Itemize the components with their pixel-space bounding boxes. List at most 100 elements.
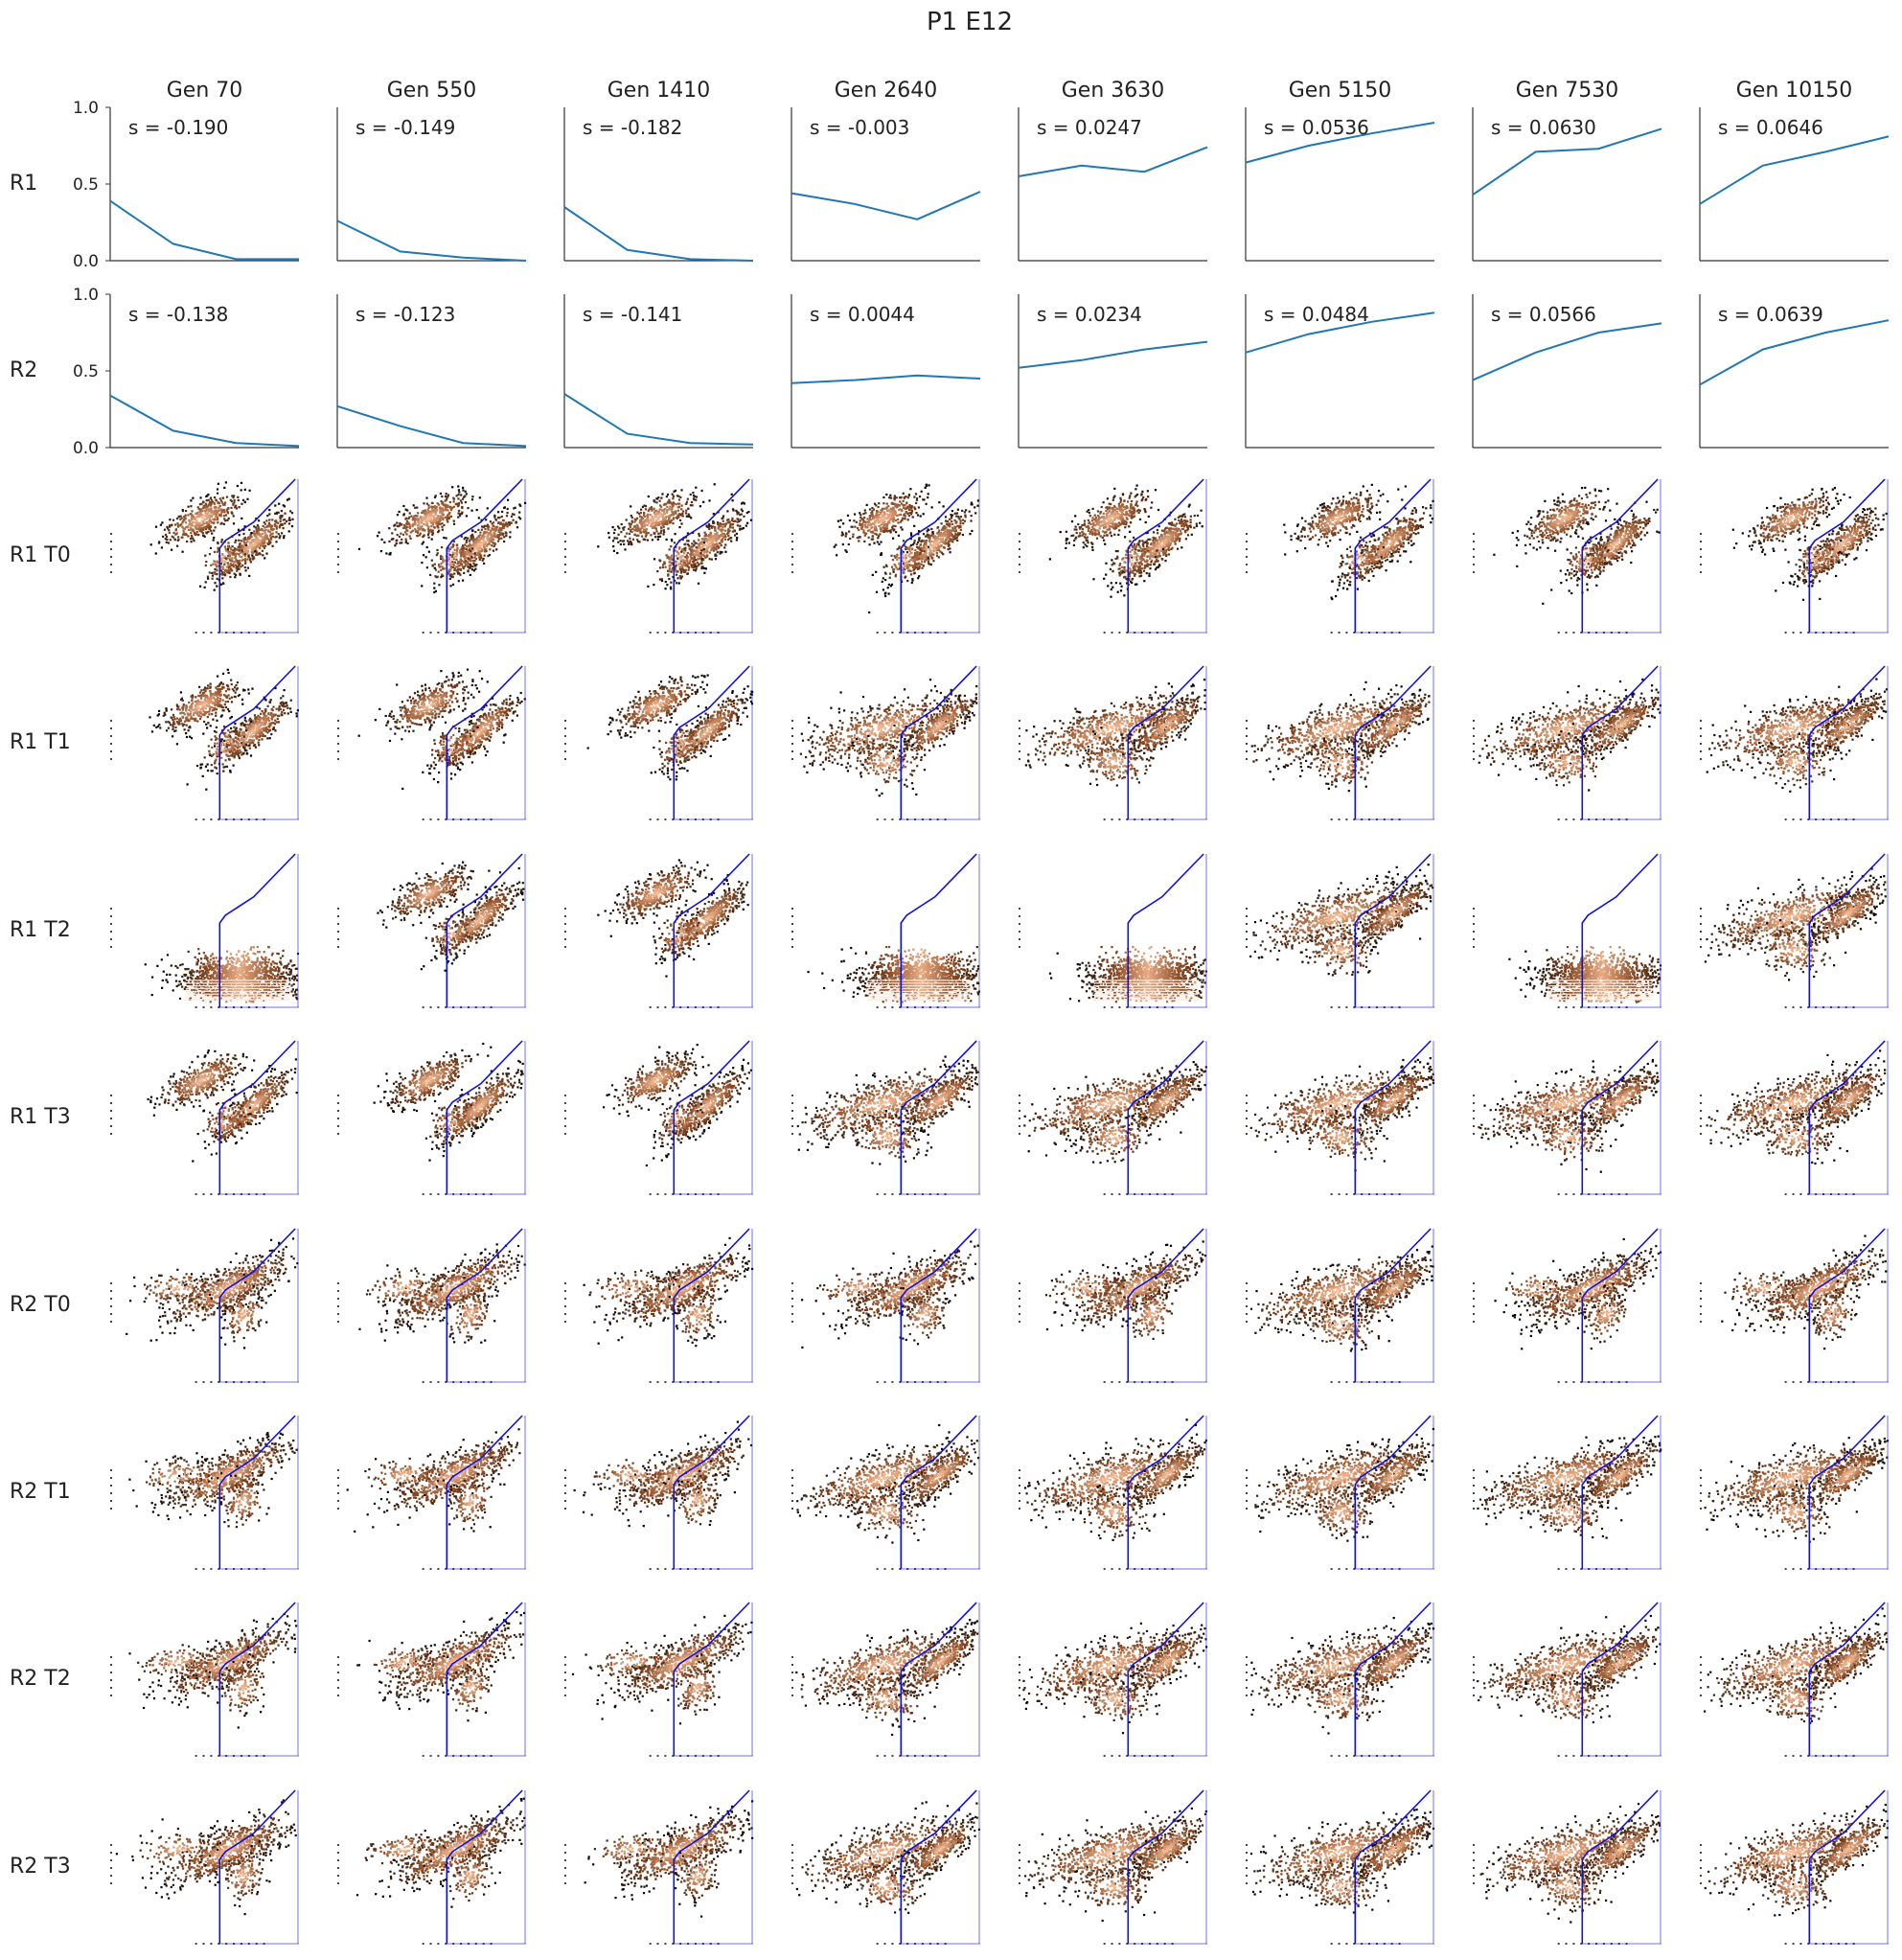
y-tick-label: 0.0 <box>73 252 99 271</box>
density-cell <box>214 496 216 498</box>
row-label: R2 T0 <box>10 1293 71 1317</box>
density-cell <box>155 552 157 554</box>
line-panel: s = 0.0044 <box>791 294 980 448</box>
density-cell <box>192 538 194 540</box>
series-line <box>791 376 980 383</box>
line-panel: s = -0.123 <box>337 294 526 448</box>
density-cell <box>203 506 205 508</box>
density-cell <box>245 569 247 571</box>
density-cell <box>187 514 189 516</box>
series-line <box>110 396 299 447</box>
line-panel: s = -0.182 <box>564 107 753 261</box>
density-cell <box>207 494 209 496</box>
density-cell <box>181 521 183 523</box>
row-label: R1 T1 <box>10 730 71 754</box>
density-cell <box>168 529 170 531</box>
density-cell <box>188 506 190 508</box>
density-cell <box>174 523 176 525</box>
density-cell <box>170 539 172 541</box>
density-cell <box>291 512 293 514</box>
density-cell <box>183 532 185 534</box>
density-cell <box>201 531 203 533</box>
density-cell <box>262 550 264 552</box>
density-cell <box>241 489 242 491</box>
density-cell <box>237 485 239 487</box>
line-panel: s = 0.0630 <box>1473 107 1661 261</box>
density-cell <box>172 519 174 521</box>
density-cell <box>258 519 260 521</box>
density-cell <box>179 519 181 520</box>
density-cell <box>199 525 201 527</box>
density-cell <box>244 501 246 503</box>
row-label: R2 <box>10 358 37 382</box>
density-cell <box>206 532 208 534</box>
density-cell <box>208 516 210 518</box>
density-cell <box>239 506 241 508</box>
density-cell <box>238 499 240 501</box>
density-cell <box>189 520 191 522</box>
density-cell <box>223 511 225 513</box>
density-cell <box>214 568 216 570</box>
density-cell <box>150 543 152 545</box>
density-cell <box>176 545 178 547</box>
density-cell <box>185 533 187 535</box>
density-cell <box>205 522 207 524</box>
density-cell <box>169 519 171 520</box>
density-cell <box>161 546 163 548</box>
column-header: Gen 1410 <box>607 79 711 103</box>
line-panel: 0.00.51.0s = -0.190 <box>73 99 299 271</box>
density-cell <box>220 499 222 501</box>
density-cell <box>177 540 179 542</box>
density-cell <box>226 496 228 498</box>
line-panel: s = 0.0247 <box>1019 107 1207 261</box>
density-cell <box>155 526 157 528</box>
density-cell <box>235 505 237 507</box>
density-cell <box>221 501 223 503</box>
density-cell <box>211 572 213 574</box>
density-cell <box>223 515 225 517</box>
density-cell <box>176 518 178 519</box>
density-cell <box>172 537 174 539</box>
density-cell <box>286 499 288 501</box>
density-cell <box>181 537 183 539</box>
density-cell <box>211 503 213 505</box>
density-cell <box>166 542 168 543</box>
density-cell <box>208 499 210 501</box>
s-value-label: s = -0.190 <box>128 116 228 139</box>
density-cell <box>244 566 246 568</box>
density-cell <box>162 536 164 538</box>
density-cell <box>169 524 171 526</box>
line-panel: s = 0.0566 <box>1473 294 1661 448</box>
density-cell <box>241 540 242 542</box>
density-cell <box>202 521 204 523</box>
density-panel <box>110 479 299 634</box>
density-cell <box>184 528 186 530</box>
s-value-label: s = -0.182 <box>583 116 682 139</box>
density-cell <box>234 573 236 575</box>
column-header: Gen 7530 <box>1516 79 1619 103</box>
density-cell <box>186 541 188 542</box>
s-value-label: s = 0.0234 <box>1037 303 1142 326</box>
density-cell <box>204 526 206 528</box>
row-label: R1 T0 <box>10 543 71 567</box>
density-cell <box>279 525 281 527</box>
density-cell <box>216 514 218 516</box>
density-cell <box>177 524 179 526</box>
density-cell <box>276 528 278 530</box>
density-cell <box>236 507 238 509</box>
density-cell <box>199 496 201 498</box>
density-cell <box>286 520 287 522</box>
column-header: Gen 5150 <box>1289 79 1392 103</box>
density-cell <box>272 545 274 547</box>
row-label: R2 T3 <box>10 1855 71 1879</box>
density-cell <box>213 519 215 520</box>
density-cell <box>185 521 187 523</box>
density-cell <box>214 503 216 505</box>
density-cell <box>265 553 267 555</box>
density-cell <box>198 508 200 510</box>
density-cell <box>182 551 184 553</box>
s-value-label: s = -0.003 <box>810 116 909 139</box>
series-line <box>1019 342 1207 368</box>
density-cell <box>278 503 280 505</box>
density-cell <box>225 481 227 483</box>
